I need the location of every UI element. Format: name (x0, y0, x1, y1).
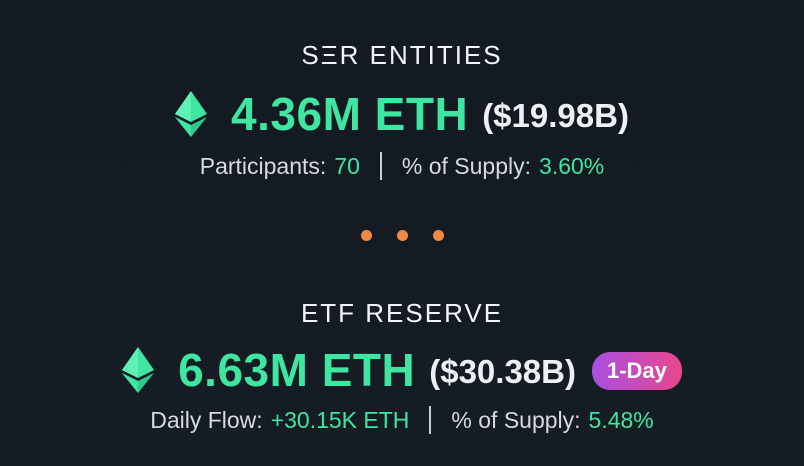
entities-supply-label: % of Supply: (401, 152, 532, 179)
ethereum-icon (122, 347, 155, 393)
dot (432, 230, 444, 241)
participants-value: 70 (334, 152, 360, 179)
dot (360, 230, 372, 241)
etf-usd-value: ($30.38B) (429, 353, 576, 390)
participants-label: Participants: (199, 152, 327, 179)
ethereum-icon (175, 91, 208, 137)
entities-eth-amount: 4.36M ETH (231, 88, 469, 140)
daily-flow-value: +30.15K ETH (270, 406, 410, 433)
etf-supply-value: 5.48% (588, 406, 654, 433)
entities-amount-row: 4.36M ETH ($19.98B) (0, 84, 804, 144)
period-badge[interactable]: 1-Day (591, 352, 682, 390)
etf-supply-label: % of Supply: (451, 406, 581, 433)
etf-meta-row: Daily Flow: +30.15K ETH % of Supply: 5.4… (0, 404, 804, 436)
meta-divider (379, 152, 382, 180)
etf-eth-amount: 6.63M ETH (178, 344, 416, 396)
section-title-entities: SΞR ENTITIES (301, 40, 503, 70)
ellipsis-dots (0, 230, 804, 241)
daily-flow-label: Daily Flow: (150, 406, 263, 433)
etf-amount-row: 6.63M ETH ($30.38B) 1-Day (0, 340, 804, 400)
section-title-etf: ETF RESERVE (300, 298, 504, 328)
entities-meta-row: Participants: 70 % of Supply: 3.60% (0, 150, 804, 182)
dot (396, 230, 408, 241)
entities-usd-value: ($19.98B) (482, 97, 629, 134)
meta-divider (429, 406, 432, 434)
entities-supply-value: 3.60% (539, 152, 605, 179)
